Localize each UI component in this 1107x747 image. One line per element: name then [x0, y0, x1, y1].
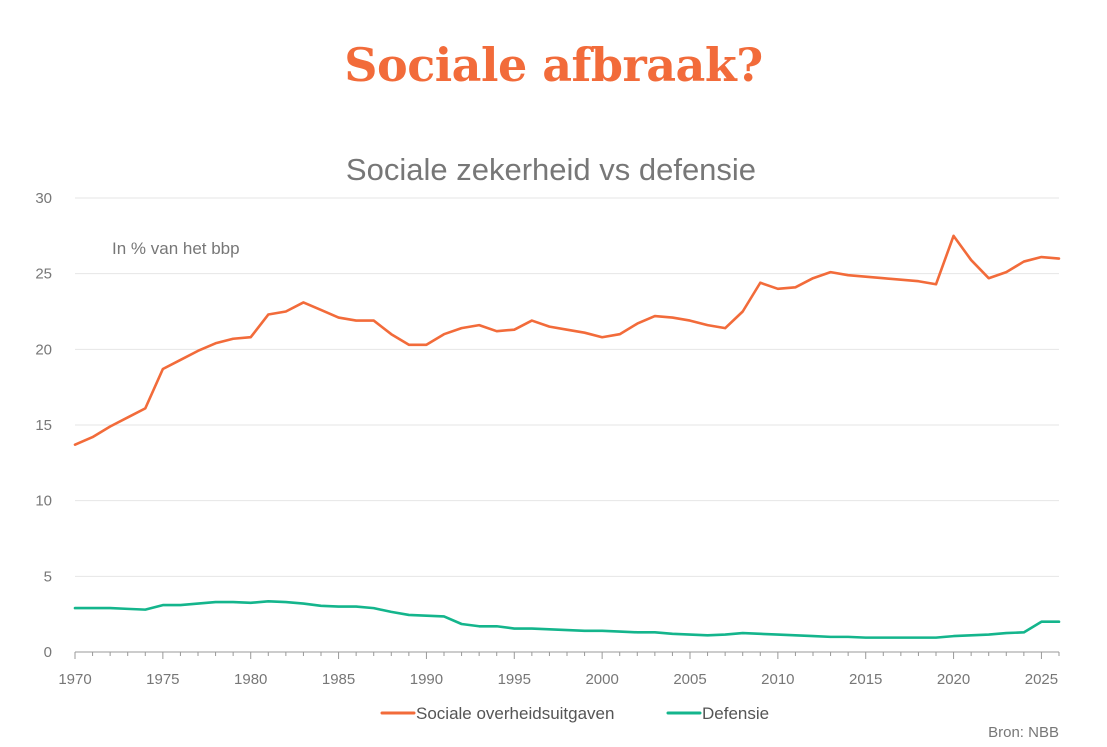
y-axis: 0 5 10 15 20 25 30	[35, 190, 52, 661]
x-tick-label: 1985	[322, 671, 355, 688]
y-tick-label: 10	[35, 493, 52, 510]
page-headline: Sociale afbraak?	[344, 38, 763, 92]
source-label: Bron: NBB	[988, 724, 1059, 741]
legend-label: Defensie	[702, 704, 769, 723]
y-tick-label: 25	[35, 266, 52, 283]
x-tick-label: 2005	[673, 671, 706, 688]
x-tick-label: 2000	[585, 671, 618, 688]
y-tick-label: 30	[35, 190, 52, 207]
x-tick-label: 2025	[1025, 671, 1058, 688]
y-tick-label: 20	[35, 341, 52, 358]
legend-label: Sociale overheidsuitgaven	[416, 704, 614, 723]
legend-item-social: Sociale overheidsuitgaven	[380, 704, 614, 723]
x-tick-label: 1980	[234, 671, 267, 688]
y-tick-label: 15	[35, 417, 52, 434]
series-layer	[73, 234, 1061, 639]
grid-lines	[75, 197, 1059, 577]
legend-item-defense: Defensie	[666, 704, 769, 723]
chart-annotation: In % van het bbp	[112, 239, 240, 258]
y-tick-label: 5	[44, 568, 52, 585]
x-tick-label: 1975	[146, 671, 179, 688]
series-line-social	[73, 234, 1061, 446]
x-tick-label: 1990	[410, 671, 443, 688]
legend: Sociale overheidsuitgaven Defensie	[380, 704, 769, 723]
x-tick-label: 1995	[498, 671, 531, 688]
chart-title: Sociale zekerheid vs defensie	[346, 152, 756, 187]
y-tick-label: 0	[44, 644, 52, 661]
x-tick-label: 2010	[761, 671, 794, 688]
x-tick-label: 2020	[937, 671, 970, 688]
x-axis: 1970 1975 1980 1985 1990 1995 2000 2005 2010 2015…	[58, 651, 1060, 688]
x-tick-label: 2015	[849, 671, 882, 688]
series-line-defense	[73, 600, 1061, 639]
x-tick-label: 1970	[58, 671, 91, 688]
